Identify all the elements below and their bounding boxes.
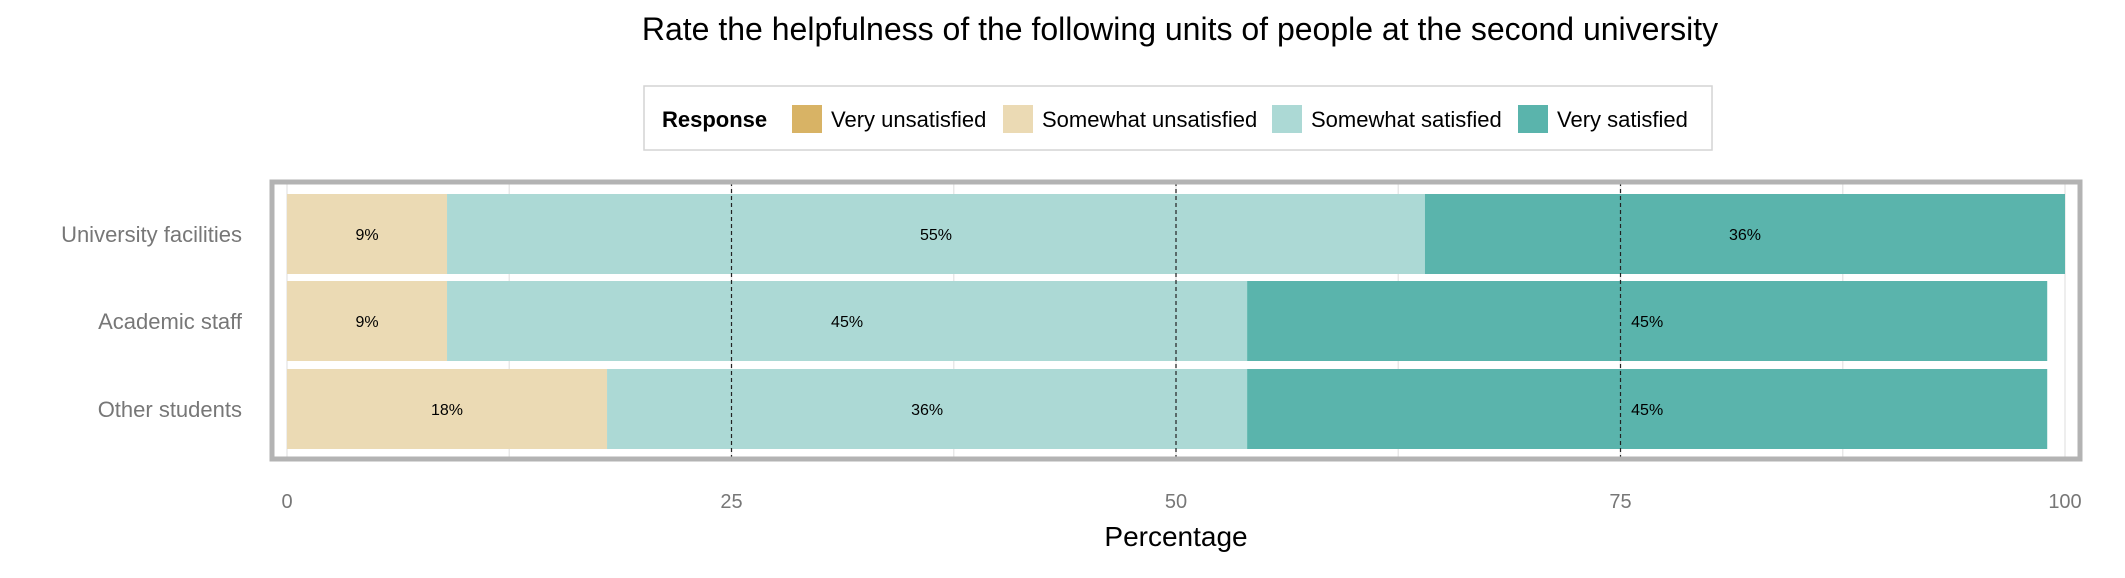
data-label-academic-staff-somewhat-satisfied: 45% — [831, 314, 863, 331]
bar-university-facilities-somewhat-satisfied — [447, 194, 1425, 274]
data-label-university-facilities-somewhat-unsatisfied: 9% — [355, 227, 378, 244]
data-label-academic-staff-somewhat-unsatisfied: 9% — [355, 314, 378, 331]
x-tick-labels: 0 25 50 75 100 — [281, 491, 2081, 513]
legend-label-somewhat-satisfied: Somewhat satisfied — [1311, 107, 1502, 132]
bar-academic-staff-somewhat-satisfied — [447, 281, 1248, 361]
data-label-academic-staff-very-satisfied: 45% — [1631, 314, 1663, 331]
bar-academic-staff-somewhat-unsatisfied — [287, 281, 448, 361]
bar-other-students-somewhat-satisfied — [607, 369, 1248, 449]
data-labels: 9% 55% 36% 9% 45% 45% 18% 36% 45% — [355, 227, 1761, 419]
legend-label-somewhat-unsatisfied: Somewhat unsatisfied — [1042, 107, 1257, 132]
data-label-other-students-somewhat-satisfied: 36% — [911, 402, 943, 419]
category-label-university-facilities: University facilities — [61, 222, 242, 247]
bar-other-students-somewhat-unsatisfied — [287, 369, 608, 449]
x-axis-title: Percentage — [1104, 521, 1247, 552]
bar-academic-staff-very-satisfied — [1247, 281, 2048, 361]
x-tick-label: 100 — [2048, 491, 2081, 513]
bar-other-students-very-satisfied — [1247, 369, 2048, 449]
plot-frame — [269, 179, 2083, 462]
legend-label-very-unsatisfied: Very unsatisfied — [831, 107, 986, 132]
x-tick-label: 50 — [1165, 491, 1187, 513]
x-tick-label: 25 — [720, 491, 742, 513]
legend-title: Response — [662, 107, 767, 132]
legend-swatch-very-satisfied — [1518, 105, 1548, 133]
category-label-other-students: Other students — [98, 397, 242, 422]
category-labels: University facilities Academic staff Other… — [61, 222, 243, 422]
data-label-other-students-somewhat-unsatisfied: 18% — [431, 402, 463, 419]
bar-university-facilities-very-satisfied — [1424, 194, 2065, 274]
data-label-university-facilities-somewhat-satisfied: 55% — [920, 227, 952, 244]
data-label-university-facilities-very-satisfied: 36% — [1729, 227, 1761, 244]
bars — [287, 194, 2065, 449]
bar-university-facilities-somewhat-unsatisfied — [287, 194, 448, 274]
chart-title: Rate the helpfulness of the following un… — [642, 11, 1718, 47]
x-tick-label: 0 — [281, 491, 292, 513]
category-label-academic-staff: Academic staff — [98, 309, 243, 334]
legend-swatch-very-unsatisfied — [792, 105, 822, 133]
data-label-other-students-very-satisfied: 45% — [1631, 402, 1663, 419]
x-tick-label: 75 — [1609, 491, 1631, 513]
legend-label-very-satisfied: Very satisfied — [1557, 107, 1688, 132]
legend-swatch-somewhat-unsatisfied — [1003, 105, 1033, 133]
legend-swatch-somewhat-satisfied — [1272, 105, 1302, 133]
legend: Response Very unsatisfied Somewhat unsat… — [643, 85, 1713, 151]
